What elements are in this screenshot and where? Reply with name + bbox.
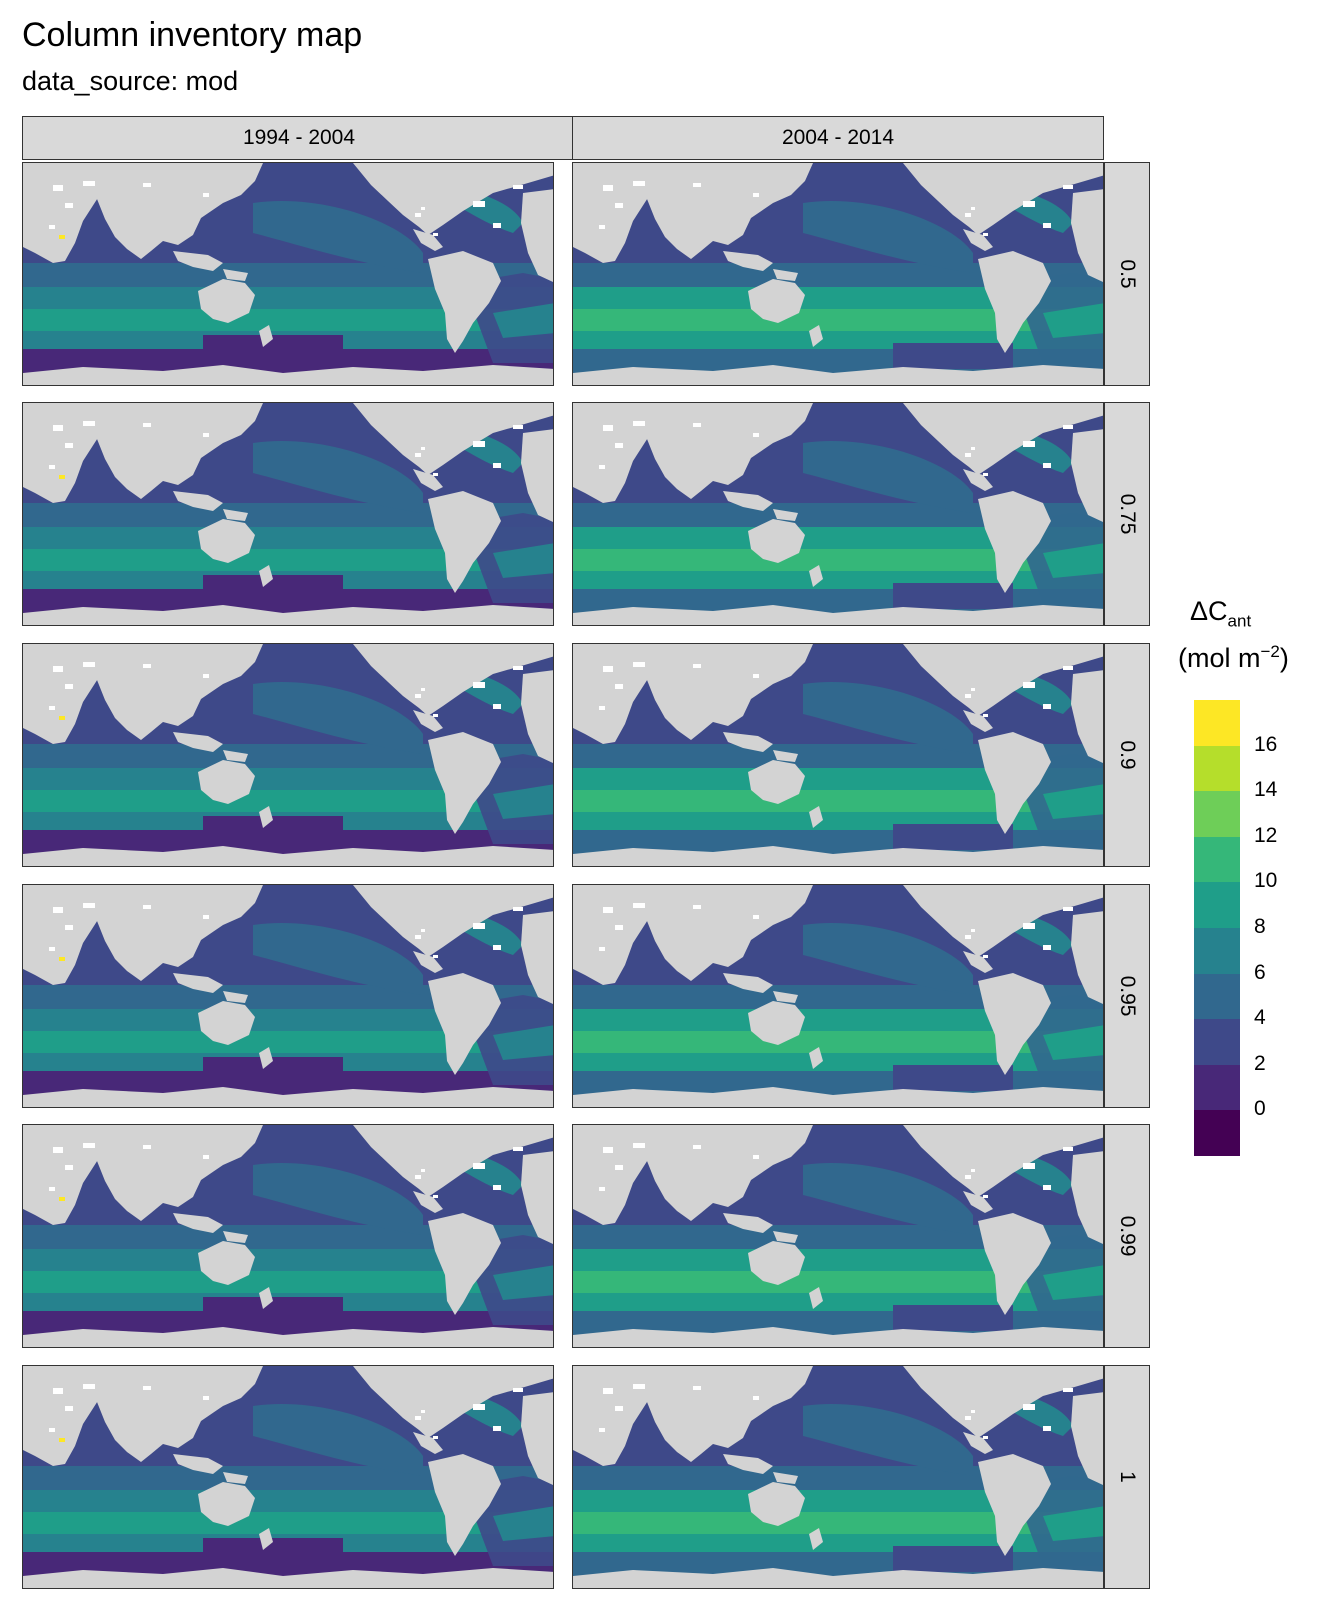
legend-tick-label: 6 xyxy=(1254,960,1266,984)
facet-column-strip-1: 1994 - 2004 xyxy=(22,116,576,160)
map-panel-2-4 xyxy=(572,884,1104,1108)
map-panel-1-5 xyxy=(22,1124,554,1348)
facet-column-strip-2: 2004 - 2014 xyxy=(572,116,1104,160)
facet-row-label: 0.95 xyxy=(1116,975,1139,1017)
map-panel-1-4 xyxy=(22,884,554,1108)
legend-tick-label: 14 xyxy=(1254,778,1278,802)
legend-tick-label: 16 xyxy=(1254,732,1278,756)
legend-bin xyxy=(1194,791,1240,837)
facet-row-label: 0.9 xyxy=(1116,740,1139,770)
facet-row-label: 0.99 xyxy=(1116,1215,1139,1257)
legend-tick-label: 12 xyxy=(1254,823,1278,847)
chart-subtitle: data_source: mod xyxy=(22,66,239,96)
facet-row-strip-5: 0.99 xyxy=(1104,1124,1150,1348)
legend-bin xyxy=(1194,882,1240,928)
legend-unit: (mol m−2) xyxy=(1178,642,1289,673)
legend-colorbar xyxy=(1194,700,1240,1156)
legend-bin xyxy=(1194,1019,1240,1065)
legend-bin xyxy=(1194,745,1240,792)
legend-bin xyxy=(1194,1064,1240,1111)
facet-row-strip-3: 0.9 xyxy=(1104,643,1150,867)
facet-row-strip-4: 0.95 xyxy=(1104,884,1150,1108)
map-panel-2-5 xyxy=(572,1124,1104,1348)
facet-row-label: 1 xyxy=(1116,1471,1139,1483)
facet-column-label: 1994 - 2004 xyxy=(242,126,356,149)
map-panel-2-1 xyxy=(572,162,1104,386)
facet-row-label: 0.5 xyxy=(1116,259,1139,289)
map-panel-2-3 xyxy=(572,643,1104,867)
legend-tick-label: 10 xyxy=(1254,869,1278,893)
map-panel-2-2 xyxy=(572,402,1104,626)
legend-bin xyxy=(1194,973,1240,1020)
facet-row-strip-6: 1 xyxy=(1104,1365,1150,1589)
map-panel-1-3 xyxy=(22,643,554,867)
legend-bin xyxy=(1194,836,1240,883)
legend-tick-label: 2 xyxy=(1254,1051,1266,1075)
legend-bin xyxy=(1194,1110,1240,1156)
legend-bin xyxy=(1194,927,1240,974)
legend-bin xyxy=(1194,700,1240,746)
facet-row-label: 0.75 xyxy=(1116,493,1139,535)
legend-tick-label: 8 xyxy=(1254,915,1266,938)
legend-tick-label: 4 xyxy=(1254,1006,1266,1030)
map-panel-1-1 xyxy=(22,162,554,386)
legend-tick-label: 0 xyxy=(1254,1097,1266,1121)
facet-row-strip-2: 0.75 xyxy=(1104,402,1150,626)
map-panel-1-2 xyxy=(22,402,554,626)
facet-column-label: 2004 - 2014 xyxy=(781,126,895,149)
legend-title: ΔCant xyxy=(1190,596,1252,631)
facet-row-strip-1: 0.5 xyxy=(1104,162,1150,386)
map-panel-1-6 xyxy=(22,1365,554,1589)
map-panel-2-6 xyxy=(572,1365,1104,1589)
chart-title: Column inventory map xyxy=(22,16,363,54)
